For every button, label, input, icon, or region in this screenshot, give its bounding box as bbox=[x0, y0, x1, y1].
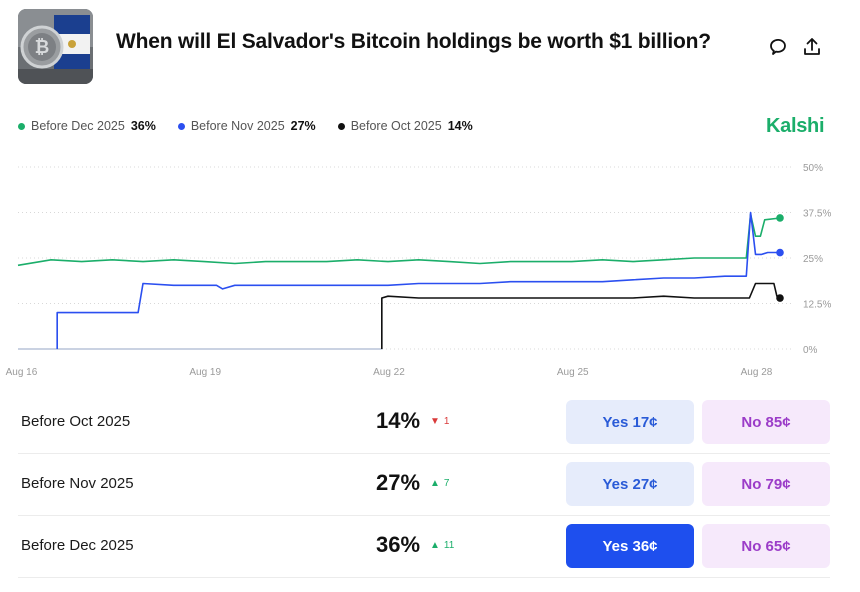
yes-button[interactable]: Yes 17¢ bbox=[566, 400, 694, 444]
series-line bbox=[381, 282, 781, 349]
legend-label: Before Nov 2025 bbox=[190, 119, 285, 133]
row-change: ▲ 7 bbox=[430, 478, 449, 489]
y-tick-label: 12.5% bbox=[803, 300, 831, 311]
row-change-value: 1 bbox=[443, 416, 450, 427]
row-divider bbox=[18, 453, 830, 454]
up-triangle-icon: ▲ bbox=[430, 540, 440, 551]
row-change-value: 7 bbox=[443, 478, 450, 489]
series-end-point bbox=[776, 294, 784, 302]
legend-dot bbox=[18, 122, 25, 130]
legend-dot bbox=[177, 122, 185, 130]
row-divider bbox=[18, 577, 830, 578]
series-line bbox=[56, 211, 780, 349]
series-line bbox=[57, 298, 383, 350]
legend-item-dec[interactable]: Before Dec 2025 36% bbox=[18, 119, 156, 133]
no-button[interactable]: No 79¢ bbox=[702, 462, 830, 506]
up-triangle-icon: ▲ bbox=[430, 478, 440, 489]
series-line bbox=[18, 312, 58, 350]
x-tick-label: Aug 16 bbox=[6, 367, 38, 378]
legend-label: Before Oct 2025 bbox=[350, 119, 442, 133]
svg-text:₿: ₿ bbox=[35, 37, 50, 58]
y-tick-label: 25% bbox=[803, 254, 823, 265]
price-history-chart: 50% 37.5% 25% 12.5% 0% Aug 16 Aug 19 Aug 22 Aug … bbox=[6, 163, 832, 378]
row-label: Before Dec 2025 bbox=[21, 537, 134, 554]
legend-value: 14% bbox=[447, 119, 473, 133]
legend-value: 27% bbox=[290, 119, 316, 133]
x-tick-label: Aug 25 bbox=[557, 367, 589, 378]
brand-logo: Kalshi bbox=[766, 115, 825, 137]
row-change: ▼ 1 bbox=[430, 416, 449, 427]
legend-label: Before Dec 2025 bbox=[31, 119, 125, 133]
no-button[interactable]: No 85¢ bbox=[702, 400, 830, 444]
x-tick-label: Aug 28 bbox=[741, 367, 773, 378]
market-row-dec: Before Dec 2025 36% ▲ 11 Yes 36¢ No 65¢ bbox=[18, 516, 830, 577]
row-change-value: 11 bbox=[443, 540, 455, 551]
row-percent: 14% bbox=[376, 408, 421, 433]
comment-icon[interactable] bbox=[767, 36, 789, 58]
market-title: When will El Salvador's Bitcoin holdings… bbox=[116, 30, 711, 53]
series-end-point bbox=[776, 248, 784, 257]
row-label: Before Oct 2025 bbox=[21, 413, 131, 430]
x-tick-label: Aug 22 bbox=[373, 367, 405, 378]
chart-legend: Before Dec 2025 36% Before Nov 2025 27% … bbox=[18, 119, 473, 133]
legend-item-nov[interactable]: Before Nov 2025 27% bbox=[177, 119, 316, 133]
y-tick-label: 50% bbox=[803, 163, 823, 174]
series-end-point bbox=[776, 214, 784, 222]
row-label: Before Nov 2025 bbox=[21, 475, 134, 492]
y-tick-label: 0% bbox=[803, 345, 818, 356]
row-percent: 27% bbox=[376, 470, 421, 495]
row-percent: 36% bbox=[376, 532, 421, 557]
y-tick-label: 37.5% bbox=[803, 209, 831, 220]
share-icon[interactable] bbox=[801, 36, 823, 58]
market-row-nov: Before Nov 2025 27% ▲ 7 Yes 27¢ No 79¢ bbox=[18, 454, 830, 515]
yes-button[interactable]: Yes 36¢ bbox=[566, 524, 694, 568]
x-tick-label: Aug 19 bbox=[189, 367, 221, 378]
market-row-oct: Before Oct 2025 14% ▼ 1 Yes 17¢ No 85¢ bbox=[18, 392, 830, 453]
row-divider bbox=[18, 515, 830, 516]
series-line bbox=[17, 213, 781, 267]
yes-button[interactable]: Yes 27¢ bbox=[566, 462, 694, 506]
row-change: ▲ 11 bbox=[430, 540, 454, 551]
down-triangle-icon: ▼ bbox=[430, 416, 440, 427]
no-button[interactable]: No 65¢ bbox=[702, 524, 830, 568]
legend-value: 36% bbox=[130, 119, 156, 133]
legend-dot bbox=[337, 122, 345, 130]
legend-item-oct[interactable]: Before Oct 2025 14% bbox=[337, 119, 473, 133]
market-thumbnail: ₿ bbox=[18, 9, 93, 84]
